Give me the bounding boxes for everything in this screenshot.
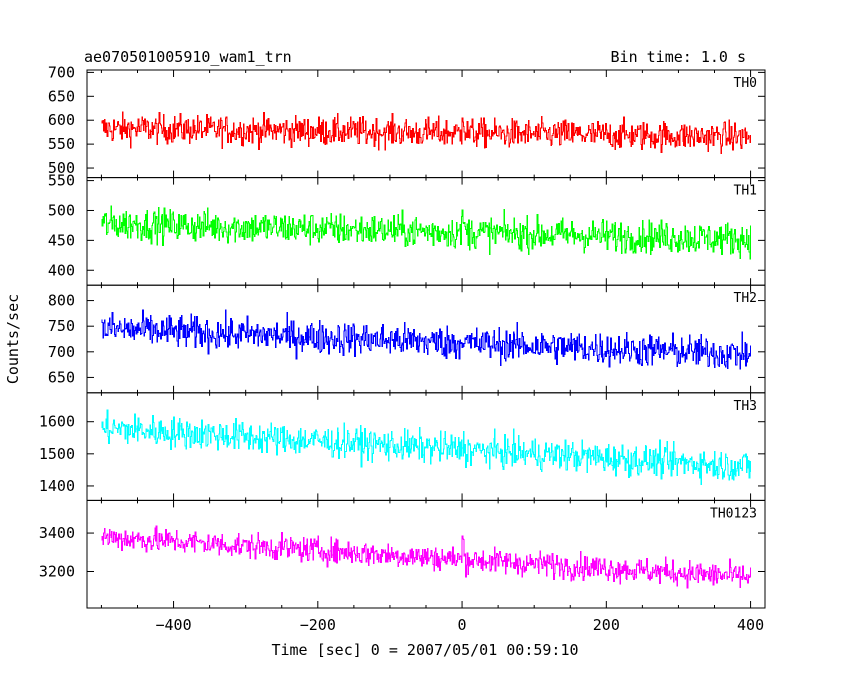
y-tick-label-600: 600 — [48, 111, 75, 129]
series-line-th0 — [101, 111, 752, 155]
x-tick-label-400: 400 — [737, 616, 764, 634]
panels-group: TH0500550600650700TH1400450500550TH26507… — [39, 63, 766, 634]
panel-th2: TH2 650 700 750 800 — [48, 284, 766, 394]
series-line-th3 — [101, 409, 752, 486]
y-tick-label-3400: 3400 — [39, 524, 75, 542]
panel-label-th1: TH1 — [734, 184, 757, 199]
x-tick-label-0: 0 — [458, 616, 467, 634]
panel-th0: TH0 500 550 600 650 700 — [48, 63, 766, 179]
panel-th3: TH3 1400 1500 1600 — [39, 392, 766, 501]
x-tick-label-200: 200 — [593, 616, 620, 634]
y-tick-label-500: 500 — [48, 201, 75, 219]
panel-th1: TH1 400 450 500 550 — [48, 172, 766, 286]
panel-frame-th3 — [86, 392, 766, 501]
y-tick-label-700: 700 — [48, 63, 75, 81]
chart-title: ae070501005910_wam1_trn — [84, 48, 292, 66]
panel-label-th0123: TH0123 — [710, 506, 757, 521]
x-tick-label--200: −200 — [300, 616, 336, 634]
y-tick-label-650: 650 — [48, 87, 75, 105]
y-tick-label-1600: 1600 — [39, 413, 75, 431]
y-tick-label-650: 650 — [48, 368, 75, 386]
y-axis-label: Counts/sec — [4, 294, 22, 384]
x-tick-label--400: −400 — [155, 616, 191, 634]
panel-th0123: TH0123 3200 3400 — [39, 499, 766, 609]
series-line-th2 — [101, 309, 752, 370]
panel-label-th3: TH3 — [734, 399, 757, 414]
y-tick-label-1500: 1500 — [39, 445, 75, 463]
y-tick-label-750: 750 — [48, 317, 75, 335]
y-tick-label-800: 800 — [48, 292, 75, 310]
y-tick-label-400: 400 — [48, 261, 75, 279]
bin-time-label: Bin time: 1.0 s — [611, 48, 746, 66]
series-line-th1 — [101, 205, 752, 260]
panel-label-th0: TH0 — [734, 76, 757, 91]
y-tick-label-700: 700 — [48, 343, 75, 361]
x-axis-label: Time [sec] 0 = 2007/05/01 00:59:10 — [271, 641, 578, 659]
y-tick-label-3200: 3200 — [39, 562, 75, 580]
series-line-th0123 — [101, 525, 752, 589]
y-tick-label-450: 450 — [48, 231, 75, 249]
y-tick-label-550: 550 — [48, 135, 75, 153]
y-tick-label-550: 550 — [48, 172, 75, 190]
panel-label-th2: TH2 — [734, 291, 757, 306]
y-tick-label-500: 500 — [48, 159, 75, 177]
y-tick-label-1400: 1400 — [39, 477, 75, 495]
